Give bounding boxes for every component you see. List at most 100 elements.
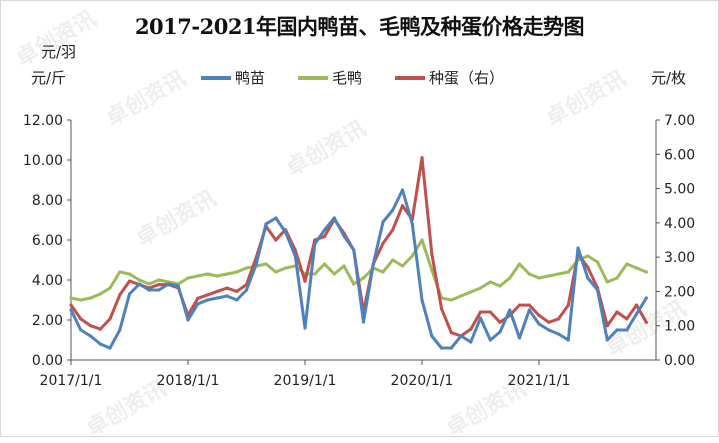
series-0-point xyxy=(361,320,366,324)
series-0-point xyxy=(586,276,590,280)
series-2-point xyxy=(469,327,473,331)
series-0-point xyxy=(517,336,522,340)
series-0-point xyxy=(449,346,453,350)
series-0-point xyxy=(127,292,132,296)
left-tick-label: 4.00 xyxy=(32,273,63,289)
series-1-point xyxy=(595,260,600,264)
series-2-point xyxy=(127,279,132,283)
legend-swatch xyxy=(395,75,425,80)
series-1-point xyxy=(313,272,317,276)
series-0-point xyxy=(488,338,492,342)
series-1-point xyxy=(469,290,473,294)
right-tick-label: 2.00 xyxy=(664,284,695,300)
series-2-point xyxy=(634,303,639,307)
legend-item-duckling: 鸭苗 xyxy=(201,67,265,88)
series-2-point xyxy=(537,313,541,317)
series-1-point xyxy=(342,264,346,268)
left-unit-bottom: 元/斤 xyxy=(31,69,67,87)
series-2-point xyxy=(488,310,492,314)
series-2-point xyxy=(69,303,73,307)
series-2-point xyxy=(88,324,93,328)
series-2-point xyxy=(215,289,219,293)
series-2-point xyxy=(303,279,307,283)
legend-swatch xyxy=(298,75,328,80)
series-0-point xyxy=(332,216,336,220)
series-1-point xyxy=(527,272,531,276)
series-1-point xyxy=(381,270,385,274)
plot-area: 0.00 2.00 4.00 6.00 8.00 10.00 12.00 0.00 1.00 2.… xyxy=(23,113,695,389)
series-1-point xyxy=(420,238,424,242)
series-1-point xyxy=(478,286,483,290)
x-tick-label: 2017/1/1 xyxy=(40,373,103,389)
series-1-point xyxy=(605,280,609,284)
series-0-point xyxy=(576,246,580,250)
series-0-point xyxy=(157,288,161,292)
series-0-point xyxy=(303,326,307,330)
series-2-point xyxy=(322,235,327,239)
series-2-point xyxy=(430,252,434,256)
series-0-point xyxy=(371,262,375,266)
series-0-point xyxy=(137,282,141,286)
right-tick-label: 1.00 xyxy=(664,319,695,335)
series-0-point xyxy=(595,288,600,292)
right-tick-label: 3.00 xyxy=(664,250,695,266)
series-0-point xyxy=(498,330,502,334)
series-2-point xyxy=(118,293,122,297)
series-2-point xyxy=(400,204,405,208)
series-2-point xyxy=(605,324,609,328)
series-0-point xyxy=(625,328,629,332)
series-1-point xyxy=(264,262,268,266)
legend-item-egg: 种蛋（右） xyxy=(395,67,504,88)
series-1-point xyxy=(410,254,414,258)
legend-label: 种蛋（右） xyxy=(429,69,505,87)
right-unit: 元/枚 xyxy=(651,69,687,87)
series-2-point xyxy=(381,241,385,245)
series-0-point xyxy=(430,334,434,338)
series-1-point xyxy=(352,282,356,286)
series-0-point xyxy=(225,294,229,298)
series-2-point xyxy=(586,265,590,269)
series-line-2 xyxy=(69,156,648,338)
series-2-point xyxy=(547,320,551,324)
right-tick-label: 4.00 xyxy=(664,216,695,232)
series-0-point xyxy=(79,328,83,332)
series-1-point xyxy=(196,274,200,278)
series-line-0 xyxy=(69,188,648,350)
series-2-point xyxy=(157,283,161,287)
series-0-point xyxy=(439,346,444,350)
series-0-point xyxy=(205,298,210,302)
series-2-point xyxy=(566,303,570,307)
series-0-point xyxy=(215,296,219,300)
series-0-point xyxy=(283,230,288,234)
right-tick-label: 6.00 xyxy=(664,147,695,163)
series-0-point xyxy=(342,234,346,238)
series-0-point xyxy=(605,338,609,342)
series-0-point xyxy=(322,228,327,232)
series-2-point xyxy=(235,289,239,293)
left-unit-top: 元/羽 xyxy=(41,43,77,61)
series-1-point xyxy=(79,298,83,302)
series-1-point xyxy=(127,272,132,276)
series-0-point xyxy=(400,188,405,192)
series-1-point xyxy=(566,270,570,274)
series-2-point xyxy=(556,317,561,321)
left-tick-label: 6.00 xyxy=(32,233,63,249)
series-0-point xyxy=(420,298,424,302)
series-2-point xyxy=(205,293,210,297)
series-2-point xyxy=(108,317,112,321)
series-0-point xyxy=(108,346,112,350)
series-2-point xyxy=(420,156,424,160)
left-tick-label: 10.00 xyxy=(23,153,63,169)
series-1-point xyxy=(322,262,327,266)
left-tick-label: 12.00 xyxy=(23,113,63,129)
right-tick-label: 5.00 xyxy=(664,182,695,198)
series-2-point xyxy=(644,320,648,324)
series-1-point xyxy=(391,258,395,262)
series-1-point xyxy=(215,274,219,278)
series-0-point xyxy=(391,208,395,212)
series-0-point xyxy=(547,328,551,332)
series-2-point xyxy=(498,320,502,324)
series-1-point xyxy=(361,276,366,280)
series-1-point xyxy=(98,292,102,296)
